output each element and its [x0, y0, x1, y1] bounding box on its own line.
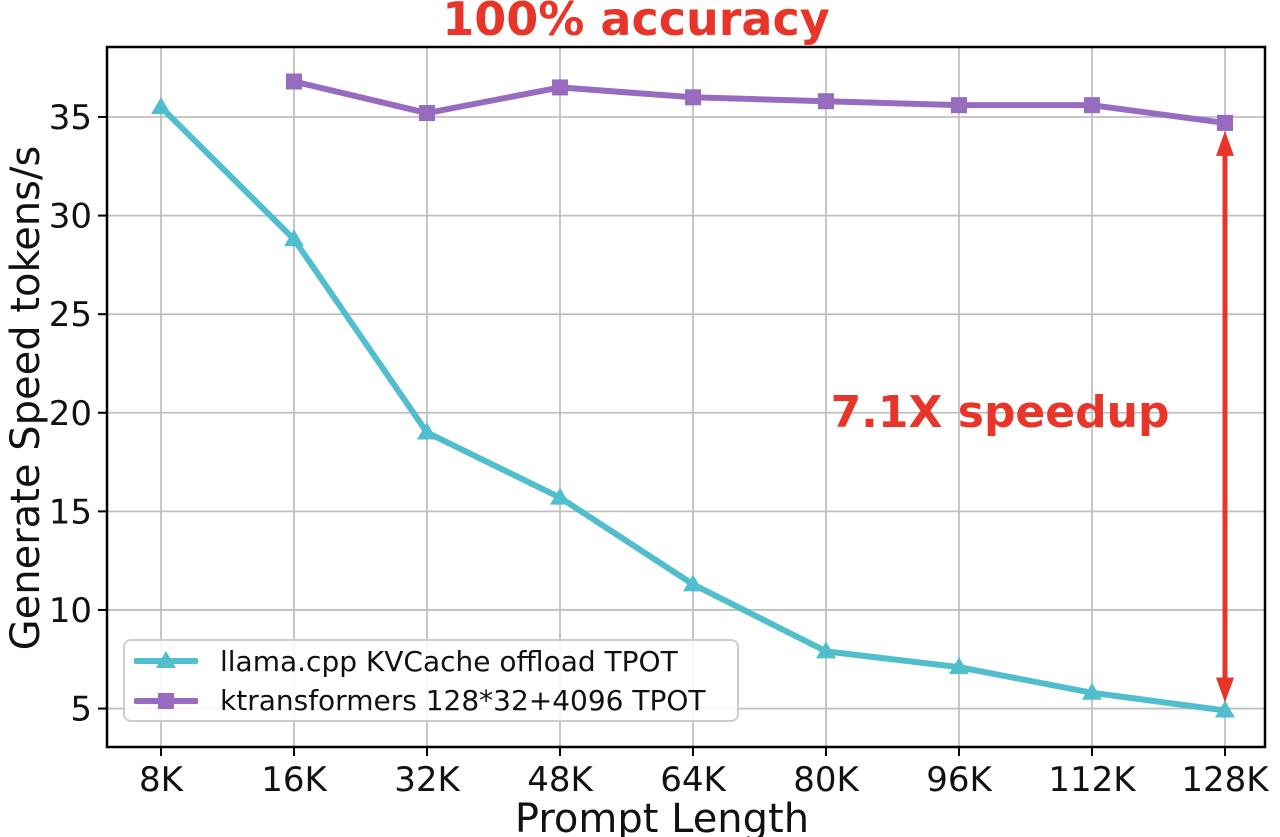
series-ktransformers: [286, 73, 1233, 131]
y-tick-label: 25: [49, 295, 92, 335]
triangle-marker-icon: [1082, 682, 1102, 700]
x-tick-label: 16K: [261, 760, 328, 800]
x-tick-label: 112K: [1048, 760, 1137, 800]
x-tick-label: 32K: [394, 760, 461, 800]
triangle-marker-icon: [417, 422, 437, 440]
triangle-marker-icon: [1215, 700, 1235, 718]
legend-item: ktransformers 128*32+4096 TPOT: [134, 682, 737, 721]
legend-sample-line: [134, 651, 198, 669]
gridlines: [107, 47, 1265, 747]
square-marker-icon: [552, 79, 568, 96]
x-tick-label: 8K: [139, 760, 185, 800]
y-tick-label: 10: [49, 591, 92, 631]
square-marker-icon: [1084, 97, 1100, 114]
legend-label: ktransformers 128*32+4096 TPOT: [220, 684, 706, 718]
square-marker-icon: [818, 93, 834, 110]
axis-ticks: [98, 116, 1226, 756]
x-axis-label: Prompt Length: [514, 796, 810, 837]
series-line: [291, 78, 1228, 126]
square-marker-icon: [419, 105, 435, 122]
y-tick-label: 30: [49, 197, 92, 237]
speedup-arrow: [1216, 130, 1234, 703]
series-llama-cpp: [151, 97, 1235, 718]
square-marker-icon: [158, 692, 174, 709]
x-tick-label: 64K: [660, 760, 727, 800]
x-tick-label: 80K: [793, 760, 860, 800]
triangle-marker-icon: [156, 651, 176, 669]
y-tick-label: 5: [70, 690, 92, 730]
x-tick-label: 128K: [1181, 760, 1270, 800]
triangle-marker-icon: [284, 229, 304, 247]
legend: llama.cpp KVCache offload TPOT ktransform…: [123, 639, 739, 722]
triangle-marker-icon: [816, 641, 836, 659]
square-marker-icon: [1217, 114, 1233, 131]
legend-item: llama.cpp KVCache offload TPOT: [134, 642, 737, 681]
triangle-marker-icon: [151, 97, 171, 115]
plot-border: [105, 45, 1267, 749]
x-tick-label: 48K: [527, 760, 594, 800]
triangle-marker-icon: [949, 657, 969, 675]
y-tick-label: 15: [49, 492, 92, 532]
triangle-marker-icon: [683, 574, 703, 592]
y-tick-label: 20: [49, 394, 92, 434]
triangle-marker-icon: [550, 487, 570, 505]
speedup-annotation: 7.1X speedup: [830, 387, 1170, 438]
square-marker-icon: [951, 97, 967, 114]
legend-label: llama.cpp KVCache offload TPOT: [220, 644, 678, 678]
y-tick-label: 35: [49, 98, 92, 138]
chart-title: 100% accuracy: [442, 0, 830, 46]
x-tick-label: 96K: [926, 760, 993, 800]
square-marker-icon: [286, 73, 302, 90]
square-marker-icon: [685, 89, 701, 106]
legend-sample-line: [134, 692, 198, 709]
